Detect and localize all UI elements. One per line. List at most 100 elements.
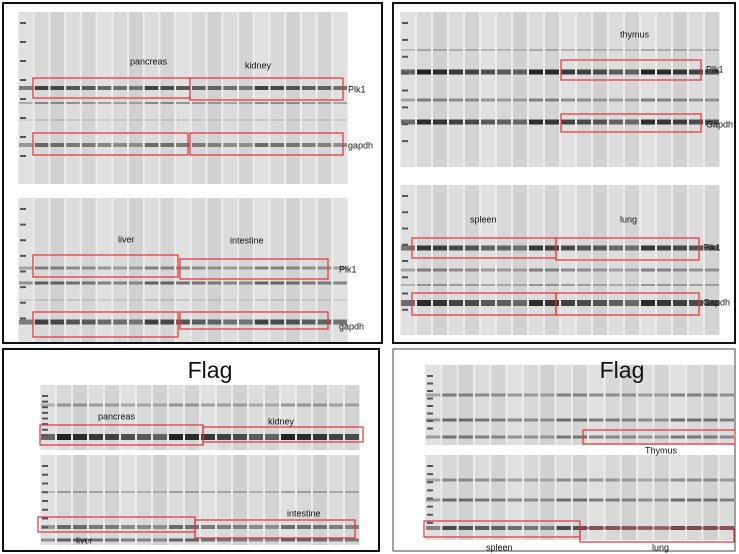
band [329, 525, 343, 529]
band [719, 498, 734, 502]
lane [286, 198, 300, 343]
red-box [555, 292, 700, 316]
band [201, 491, 215, 493]
band [556, 393, 571, 397]
ladder-band [20, 155, 26, 157]
band [426, 526, 441, 530]
band-label: Plk1 [706, 64, 724, 74]
band [185, 491, 199, 493]
band [481, 245, 495, 251]
band [201, 403, 215, 407]
lane [593, 12, 607, 167]
ladder-band [427, 412, 433, 415]
red-box [555, 237, 700, 261]
band [81, 86, 96, 90]
band [297, 403, 311, 407]
lane [556, 365, 571, 445]
ladder-band [427, 497, 433, 500]
band [426, 418, 441, 422]
band [207, 319, 222, 325]
band [507, 498, 522, 502]
band [523, 418, 539, 422]
lane [66, 198, 80, 343]
ladder-band [20, 317, 26, 320]
band [638, 393, 653, 397]
band [433, 69, 447, 75]
band [297, 538, 311, 542]
lane [137, 385, 151, 450]
band [433, 268, 447, 272]
band [169, 403, 183, 407]
band [239, 102, 253, 104]
lane [687, 365, 702, 445]
band [670, 418, 686, 422]
lane [458, 455, 473, 540]
band [577, 69, 591, 75]
lane [540, 365, 555, 445]
band [507, 393, 522, 397]
lane [523, 455, 539, 540]
lane [442, 455, 457, 540]
band [705, 98, 719, 102]
band [137, 434, 151, 440]
lane [97, 198, 112, 343]
band [491, 478, 506, 482]
ladder-band [427, 521, 433, 524]
band [345, 525, 359, 529]
band [121, 538, 135, 542]
lane [301, 198, 316, 343]
ladder-band [427, 390, 433, 392]
band [474, 393, 490, 397]
ladder-band [20, 117, 26, 119]
band [556, 498, 571, 502]
band [433, 49, 447, 51]
band [66, 266, 80, 270]
band [66, 102, 80, 104]
band [605, 393, 620, 397]
band [50, 119, 65, 121]
band [593, 69, 607, 75]
band [589, 478, 604, 482]
ladder-band [427, 397, 433, 400]
ladder-band [42, 411, 48, 414]
band [529, 284, 543, 286]
lane [449, 12, 463, 167]
band [169, 434, 183, 440]
ladder-band [20, 60, 26, 62]
band [465, 245, 479, 251]
band [313, 403, 327, 407]
band [313, 538, 327, 542]
lane [556, 455, 571, 540]
band [641, 268, 655, 272]
band-label: gapdh [339, 321, 364, 331]
band [176, 281, 190, 285]
band [641, 98, 655, 102]
band [333, 86, 347, 90]
lane [621, 365, 637, 445]
band [301, 299, 316, 301]
band [19, 281, 33, 285]
band [317, 281, 332, 285]
band [239, 266, 253, 270]
band [654, 418, 669, 422]
panel-frame [392, 2, 736, 344]
lane [223, 198, 237, 343]
band [286, 319, 300, 325]
band [286, 143, 300, 147]
band [689, 98, 703, 102]
lane [81, 198, 96, 343]
band [513, 268, 527, 272]
band [507, 478, 522, 482]
band [657, 245, 671, 251]
band [507, 418, 522, 422]
band [97, 281, 112, 285]
band [481, 49, 495, 51]
band [50, 266, 65, 270]
red-box [560, 113, 702, 133]
ladder-band [427, 513, 433, 516]
band [233, 403, 247, 407]
lane [687, 455, 702, 540]
lane [638, 455, 653, 540]
lane [207, 12, 222, 184]
band [442, 526, 457, 530]
